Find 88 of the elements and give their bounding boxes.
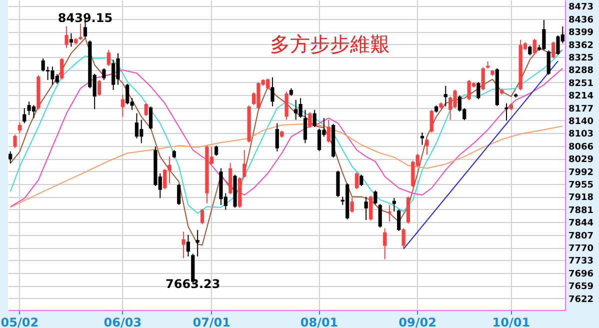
candlestick: [312, 109, 316, 128]
y-tick-label: 7659: [568, 282, 594, 292]
candlestick: [374, 190, 378, 205]
y-tick-label: 7733: [568, 256, 594, 267]
candlestick: [186, 234, 190, 257]
y-tick-label: 8029: [568, 155, 594, 166]
candlestick: [102, 68, 106, 80]
candlestick: [382, 228, 387, 260]
candlestick: [317, 128, 322, 152]
candlestick: [350, 198, 354, 214]
candlestick: [8, 150, 12, 164]
candlestick: [144, 102, 148, 117]
y-tick-label: 7622: [568, 294, 594, 305]
x-tick-label: 09/02: [398, 316, 436, 328]
candlestick: [148, 106, 153, 130]
candlestick: [397, 208, 401, 232]
x-tick-label: 06/03: [104, 316, 142, 328]
candlestick: [308, 112, 312, 128]
y-tick-label: 8436: [568, 15, 594, 26]
candlestick: [32, 104, 36, 119]
y-tick-label: 7696: [568, 269, 594, 280]
candlestick: [106, 49, 110, 66]
candlestick: [177, 184, 181, 206]
candlestick: [420, 132, 424, 146]
y-tick-label: 7992: [568, 168, 594, 178]
candlestick: [266, 78, 270, 90]
candlestick: [378, 203, 382, 228]
y-tick-label: 7844: [568, 218, 594, 229]
candlestick: [402, 228, 406, 249]
candlestick: [22, 108, 26, 124]
y-tick-label: 7770: [568, 244, 594, 254]
candlestick: [270, 76, 274, 107]
y-tick-label: 8473: [568, 2, 594, 13]
y-tick-label: 8103: [568, 130, 594, 140]
y-tick-label: 8325: [568, 53, 594, 64]
x-tick-label: 05/02: [0, 316, 39, 328]
candlestick: [546, 50, 550, 76]
candlestick: [60, 58, 64, 80]
candlestick: [13, 134, 17, 148]
y-tick-label: 7955: [568, 180, 594, 191]
candlestick: [134, 112, 139, 139]
candlestick: [69, 32, 73, 48]
x-tick-label: 10/01: [492, 316, 530, 328]
candlestick: [64, 26, 68, 49]
x-tick-label: 07/01: [192, 316, 230, 328]
candlestick: [504, 102, 508, 121]
y-tick-label: 8140: [568, 117, 594, 127]
candlestick: [360, 174, 364, 187]
text: 多方步步維艱: [270, 33, 390, 56]
y-tick-label: 8288: [568, 66, 594, 76]
candlestick: [392, 198, 396, 212]
candlestick: [368, 195, 373, 221]
candlestick: [78, 23, 82, 40]
candlestick: [326, 119, 330, 143]
candlestick: [120, 94, 124, 118]
candlestick: [481, 66, 485, 91]
candlestick: [182, 231, 186, 259]
line-series: [10, 68, 564, 208]
candlestick: [200, 208, 204, 225]
candlestick: [284, 91, 288, 120]
y-tick-label: 8251: [568, 78, 594, 89]
y-tick-label: 7881: [568, 206, 594, 216]
candlestick: [425, 138, 429, 156]
candlestick: [532, 38, 536, 55]
candlestick: [242, 150, 246, 178]
y-tick-label: 8066: [568, 142, 594, 152]
candlestick: [214, 145, 218, 156]
candlestick: [364, 196, 368, 221]
y-tick-label: 8177: [568, 104, 594, 114]
y-tick-label: 8362: [568, 40, 594, 51]
candlestick: [97, 79, 102, 96]
candlestick: [444, 85, 448, 107]
candlestick: [18, 122, 22, 134]
candlestick: [552, 41, 556, 59]
candlestick: [388, 204, 392, 222]
y-tick-label: 7807: [568, 231, 594, 242]
annotation: 7663.23: [166, 277, 220, 292]
y-tick-label: 7918: [568, 193, 594, 204]
candlestick: [303, 109, 308, 144]
annotation: 8439.15: [58, 10, 113, 25]
candlestick: [528, 45, 532, 56]
y-tick-label: 8399: [568, 28, 594, 38]
candlestick: [354, 172, 359, 190]
candlestick: [430, 109, 434, 134]
x-tick-label: 08/01: [300, 316, 338, 328]
candlestick: [275, 122, 279, 152]
candlestick: [476, 82, 480, 100]
y-tick-label: 8214: [568, 92, 594, 102]
